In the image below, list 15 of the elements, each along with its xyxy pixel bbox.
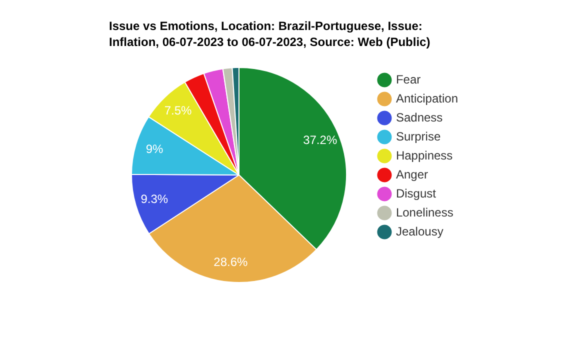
data-label: 9% <box>146 142 164 156</box>
data-label: 9.3% <box>140 192 168 206</box>
legend-label: Jealousy <box>396 224 444 238</box>
legend-label: Sadness <box>396 110 443 124</box>
legend-label: Disgust <box>396 186 437 200</box>
legend-label: Fear <box>396 72 421 86</box>
legend-label: Loneliness <box>396 205 454 220</box>
data-label: 37.2% <box>303 132 338 147</box>
data-label: 28.6% <box>214 255 248 270</box>
chart-title: Issue vs Emotions, Location: Brazil-Portuguese, Issue: Inflation, 06-07-2023 to 06-07-2023, Source: Web (Public) <box>109 18 432 50</box>
legend-label: Anger <box>396 167 428 182</box>
legend-label: Happiness <box>396 148 453 162</box>
data-label: 7.5% <box>164 104 192 118</box>
legend-label: Surprise <box>396 129 441 144</box>
legend-label: Anticipation <box>396 91 458 106</box>
